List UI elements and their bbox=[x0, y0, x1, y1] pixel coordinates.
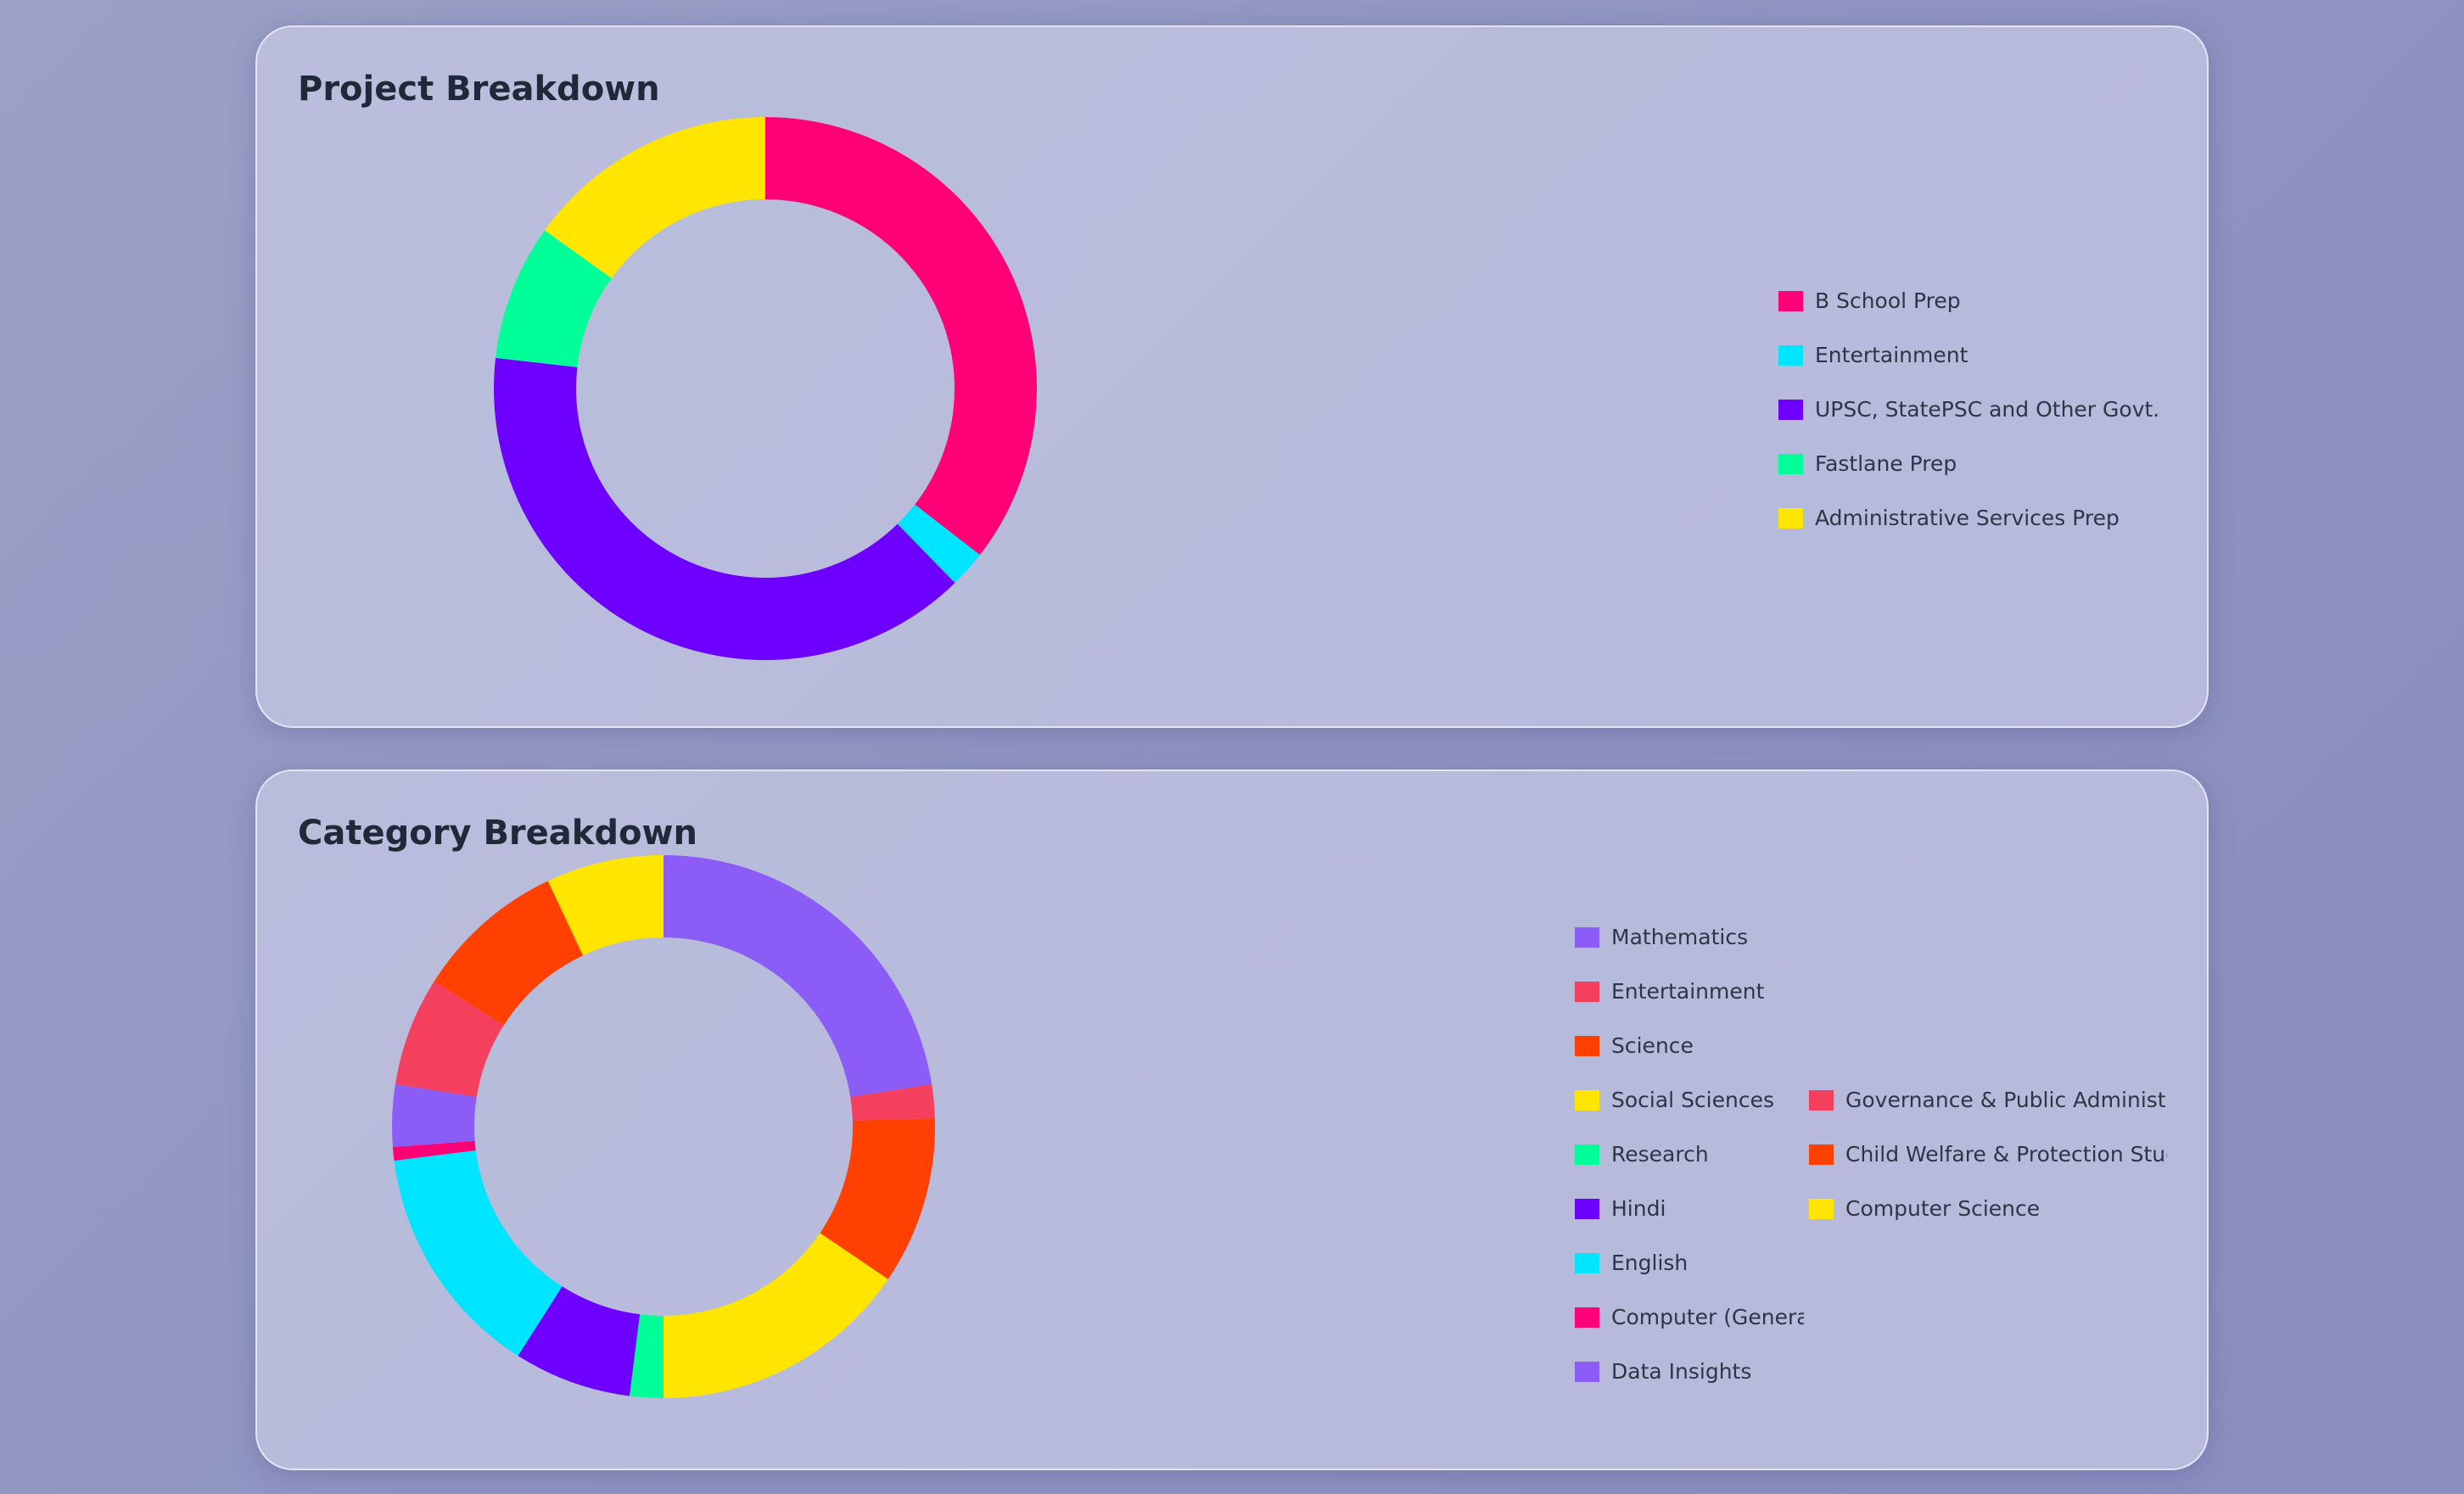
project-legend-label-0: B School Prep bbox=[1815, 288, 1961, 313]
project-legend-item-4[interactable]: Administrative Services Prep bbox=[1778, 506, 2120, 530]
project-legend-swatch-4 bbox=[1778, 507, 1803, 529]
category-legend-swatch-11 bbox=[1809, 1198, 1834, 1219]
category-slice-0[interactable] bbox=[664, 855, 932, 1098]
category-legend-swatch-5 bbox=[1575, 1198, 1599, 1219]
category-slice-3[interactable] bbox=[664, 1233, 888, 1398]
category-legend-label-8: Data Insights bbox=[1611, 1359, 1752, 1384]
project-breakdown-card: Project Breakdown bbox=[255, 25, 2209, 728]
project-legend-label-3: Fastlane Prep bbox=[1815, 451, 1957, 476]
project-legend-label-4: Administrative Services Prep bbox=[1815, 506, 2120, 530]
project-breakdown-title: Project Breakdown bbox=[298, 70, 660, 109]
category-legend-item-7[interactable]: Computer (General) bbox=[1575, 1305, 1804, 1329]
category-breakdown-card: Category Breakdown bbox=[255, 769, 2209, 1470]
project-legend-item-1[interactable]: Entertainment bbox=[1778, 343, 1968, 367]
category-slice-11[interactable] bbox=[547, 855, 664, 956]
category-legend-label-7: Computer (General) bbox=[1611, 1305, 1804, 1329]
category-legend-label-0: Mathematics bbox=[1611, 925, 1749, 949]
category-legend-swatch-10 bbox=[1809, 1144, 1834, 1165]
category-legend-label-5: Hindi bbox=[1611, 1196, 1666, 1221]
category-legend-label-9: Governance & Public Administration bbox=[1845, 1088, 2167, 1112]
category-legend-swatch-0 bbox=[1575, 926, 1599, 948]
project-slice-1[interactable] bbox=[897, 504, 980, 584]
category-legend-item-10[interactable]: Child Welfare & Protection Study bbox=[1809, 1142, 2167, 1167]
category-slice-4[interactable] bbox=[629, 1314, 664, 1398]
project-legend-item-3[interactable]: Fastlane Prep bbox=[1778, 451, 1957, 476]
category-breakdown-title: Category Breakdown bbox=[298, 814, 697, 853]
category-slice-7[interactable] bbox=[392, 1140, 476, 1161]
category-legend-label-10: Child Welfare & Protection Study bbox=[1845, 1142, 2167, 1167]
category-legend-swatch-3 bbox=[1575, 1089, 1599, 1111]
project-slice-0[interactable] bbox=[765, 117, 1037, 556]
category-donut-chart bbox=[392, 855, 935, 1398]
category-legend-swatch-8 bbox=[1575, 1361, 1599, 1382]
project-legend-swatch-2 bbox=[1778, 399, 1803, 420]
category-legend-label-1: Entertainment bbox=[1611, 979, 1765, 1004]
category-legend-label-3: Social Sciences bbox=[1611, 1088, 1775, 1112]
category-slice-9[interactable] bbox=[395, 981, 504, 1098]
category-slice-5[interactable] bbox=[518, 1286, 641, 1396]
category-legend-swatch-9 bbox=[1809, 1089, 1834, 1111]
category-slice-1[interactable] bbox=[850, 1083, 935, 1121]
category-legend-item-4[interactable]: Research bbox=[1575, 1142, 1709, 1167]
project-slice-3[interactable] bbox=[496, 230, 612, 367]
category-legend-label-6: English bbox=[1611, 1251, 1688, 1275]
category-legend-label-2: Science bbox=[1611, 1033, 1694, 1058]
category-legend-item-11[interactable]: Computer Science bbox=[1809, 1196, 2040, 1221]
project-legend-label-1: Entertainment bbox=[1815, 343, 1968, 367]
category-legend-item-6[interactable]: English bbox=[1575, 1251, 1688, 1275]
project-legend-swatch-3 bbox=[1778, 453, 1803, 474]
category-legend-item-1[interactable]: Entertainment bbox=[1575, 979, 1764, 1004]
category-slice-10[interactable] bbox=[434, 881, 584, 1026]
category-legend-label-4: Research bbox=[1611, 1142, 1709, 1167]
category-legend-swatch-6 bbox=[1575, 1252, 1599, 1273]
category-legend-swatch-2 bbox=[1575, 1035, 1599, 1056]
category-legend-item-9[interactable]: Governance & Public Administration bbox=[1809, 1088, 2167, 1112]
category-legend-item-8[interactable]: Data Insights bbox=[1575, 1359, 1751, 1384]
project-legend-swatch-1 bbox=[1778, 344, 1803, 366]
category-legend-swatch-4 bbox=[1575, 1144, 1599, 1165]
category-slice-2[interactable] bbox=[820, 1117, 935, 1279]
category-legend-item-5[interactable]: Hindi bbox=[1575, 1196, 1666, 1221]
project-legend-label-2: UPSC, StatePSC and Other Govt. Exams bbox=[1815, 397, 2167, 422]
project-slice-2[interactable] bbox=[494, 357, 955, 660]
project-legend-item-0[interactable]: B School Prep bbox=[1778, 288, 1961, 313]
category-slice-8[interactable] bbox=[392, 1083, 477, 1148]
category-legend-swatch-1 bbox=[1575, 981, 1599, 1002]
category-legend-item-2[interactable]: Science bbox=[1575, 1033, 1694, 1058]
project-slice-4[interactable] bbox=[544, 117, 765, 279]
category-legend-item-0[interactable]: Mathematics bbox=[1575, 925, 1748, 949]
project-legend-item-2[interactable]: UPSC, StatePSC and Other Govt. Exams bbox=[1778, 397, 2167, 422]
category-legend-swatch-7 bbox=[1575, 1307, 1599, 1328]
project-legend-swatch-0 bbox=[1778, 290, 1803, 311]
project-donut-chart bbox=[494, 117, 1037, 660]
category-slice-6[interactable] bbox=[394, 1150, 563, 1357]
category-legend-item-3[interactable]: Social Sciences bbox=[1575, 1088, 1774, 1112]
category-legend-label-11: Computer Science bbox=[1845, 1196, 2041, 1221]
